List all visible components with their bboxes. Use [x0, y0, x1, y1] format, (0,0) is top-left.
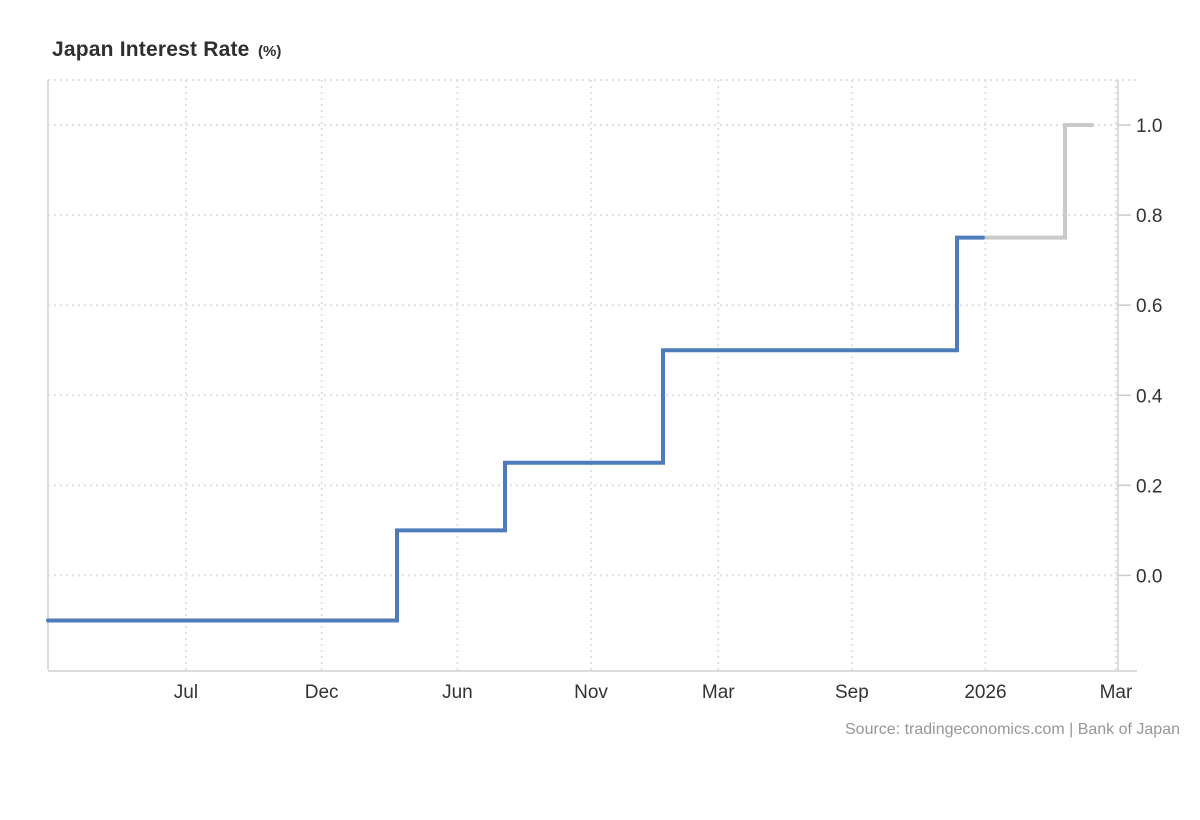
x-axis-label-Jun: Jun	[442, 682, 473, 703]
x-axis-label-Mar: Mar	[702, 682, 735, 703]
chart-title-text: Japan Interest Rate	[52, 38, 250, 61]
x-axis-label-Sep: Sep	[835, 682, 869, 703]
y-axis-label-0.6: 0.6	[1136, 296, 1162, 317]
source-attribution: Source: tradingeconomics.com | Bank of J…	[845, 721, 1180, 738]
y-axis-label-0.8: 0.8	[1136, 206, 1162, 227]
x-axis-label-Nov: Nov	[574, 682, 608, 703]
actual-series-line[interactable]	[46, 235, 985, 623]
y-axis-label-1.0: 1.0	[1136, 116, 1162, 137]
x-axis-label-Jul: Jul	[174, 682, 198, 703]
forecast-series-line[interactable]	[980, 123, 1094, 240]
y-axis-label-0.4: 0.4	[1136, 386, 1163, 407]
x-axis-label-2026: 2026	[964, 682, 1006, 703]
y-axis-label-0.2: 0.2	[1136, 476, 1162, 497]
chart-title-unit: (%)	[258, 43, 282, 60]
y-axis-label-0.0: 0.0	[1136, 566, 1162, 587]
x-axis-label-Mar: Mar	[1100, 682, 1133, 703]
chart-title: Japan Interest Rate (%)	[52, 38, 281, 62]
x-axis-label-Dec: Dec	[305, 682, 339, 703]
